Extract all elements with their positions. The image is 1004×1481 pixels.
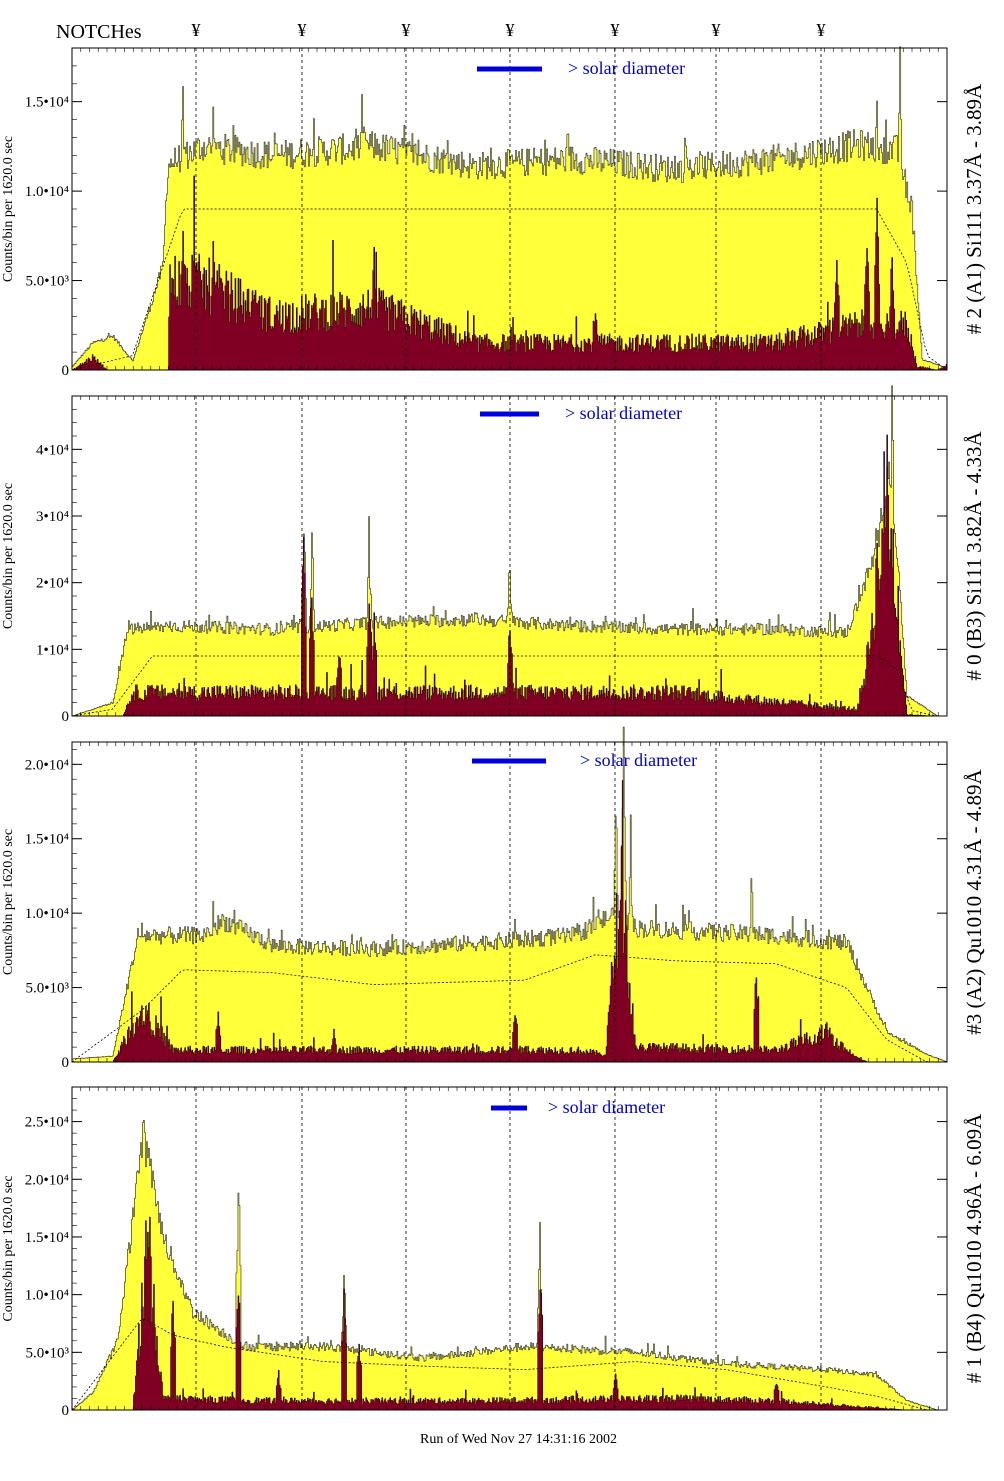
panel-2: 0 1•10⁴ 2•10⁴ 3•10⁴ 4•10⁴ Counts/bin per 1620… <box>1 385 986 725</box>
y-tick-label-2-1: 1•10⁴ <box>36 642 69 658</box>
y-tick-label-4-1: 5.0•10³ <box>26 1345 70 1361</box>
y-axis-label-4: Counts/bin per 1620.0 sec <box>1 1175 16 1321</box>
panels: 0 5.0•10³ 1.0•10⁴ 1.5•10⁴ Counts/bin per 162… <box>1 46 986 1419</box>
line-counts-histogram-4 <box>72 1216 947 1411</box>
y-axis-label-2: Counts/bin per 1620.0 sec <box>1 483 16 629</box>
y-tick-label-1-1: 5.0•10³ <box>26 274 70 290</box>
notch-marker-5: ¥ <box>611 20 620 40</box>
solar-curve-1 <box>71 208 946 371</box>
notch-marker-1: ¥ <box>192 20 201 40</box>
panel-1: 0 5.0•10³ 1.0•10⁴ 1.5•10⁴ Counts/bin per 162… <box>1 46 986 379</box>
panel-title-2: # 0 (B3) Si111 3.82Å - 4.33Å <box>962 431 986 681</box>
legend-text-3: > solar diameter <box>580 750 697 770</box>
total-counts-histogram-4 <box>72 1120 947 1411</box>
notches-label: NOTCHes <box>56 21 142 43</box>
panel-title-3: #3 (A2) Qu1010 4.31Å - 4.89Å <box>962 768 986 1034</box>
panel-title-4: # 1 (B4) Qu1010 4.96Å - 6.09Å <box>962 1113 986 1383</box>
y-tick-label-4-5: 2.5•10⁴ <box>25 1115 69 1131</box>
notch-marker-7: ¥ <box>817 20 826 40</box>
y-tick-label-3-2: 1.0•10⁴ <box>25 906 69 922</box>
legend-text-1: > solar diameter <box>568 58 685 78</box>
notch-marker-6: ¥ <box>712 20 721 40</box>
notches-header: NOTCHes ¥ ¥ ¥ ¥ ¥ ¥ ¥ <box>56 20 826 43</box>
y-tick-label-1-3: 1.5•10⁴ <box>25 95 69 111</box>
y-tick-label-2-4: 4•10⁴ <box>36 442 69 458</box>
line-counts-histogram-3 <box>72 780 947 1063</box>
line-counts-histogram-1 <box>72 175 948 371</box>
panel-4: 0 5.0•10³ 1.0•10⁴ 1.5•10⁴ 2.0•10⁴ 2.5•10⁴ Coun… <box>1 1086 986 1419</box>
y-tick-label-2-0: 0 <box>62 709 70 725</box>
y-tick-label-3-4: 2.0•10⁴ <box>25 757 69 773</box>
y-tick-label-4-2: 1.0•10⁴ <box>25 1288 69 1304</box>
y-tick-label-1-2: 1.0•10⁴ <box>25 184 69 200</box>
y-tick-label-4-4: 2.0•10⁴ <box>25 1172 69 1188</box>
notch-marker-4: ¥ <box>506 20 515 40</box>
y-axis-label-3: Counts/bin per 1620.0 sec <box>1 829 16 975</box>
panel-3: 0 5.0•10³ 1.0•10⁴ 1.5•10⁴ 2.0•10⁴ Counts/bin … <box>1 726 986 1071</box>
total-counts-histogram-1 <box>71 46 948 371</box>
solar-curve-2 <box>71 655 945 717</box>
y-tick-label-4-3: 1.5•10⁴ <box>25 1230 69 1246</box>
y-tick-label-1-0: 0 <box>62 363 70 379</box>
y-tick-label-4-0: 0 <box>62 1403 70 1419</box>
y-tick-label-2-2: 2•10⁴ <box>36 576 69 592</box>
line-counts-histogram-2 <box>72 434 947 717</box>
y-axis-label-1: Counts/bin per 1620.0 sec <box>1 136 16 282</box>
panel-title-1: # 2 (A1) Si111 3.37Å - 3.89Å <box>962 83 986 334</box>
notch-marker-3: ¥ <box>402 20 411 40</box>
total-counts-histogram-2 <box>72 385 947 717</box>
total-counts-histogram-3 <box>71 726 948 1063</box>
y-tick-label-3-0: 0 <box>62 1055 70 1071</box>
run-footer: Run of Wed Nov 27 14:31:16 2002 <box>420 1432 617 1447</box>
y-tick-label-3-3: 1.5•10⁴ <box>25 832 69 848</box>
legend-text-2: > solar diameter <box>565 403 682 423</box>
notch-marker-2: ¥ <box>298 20 307 40</box>
y-tick-label-2-3: 3•10⁴ <box>36 509 69 525</box>
legend-text-4: > solar diameter <box>548 1097 665 1117</box>
y-tick-label-3-1: 5.0•10³ <box>26 981 70 997</box>
solar-curve-4 <box>71 1318 945 1411</box>
